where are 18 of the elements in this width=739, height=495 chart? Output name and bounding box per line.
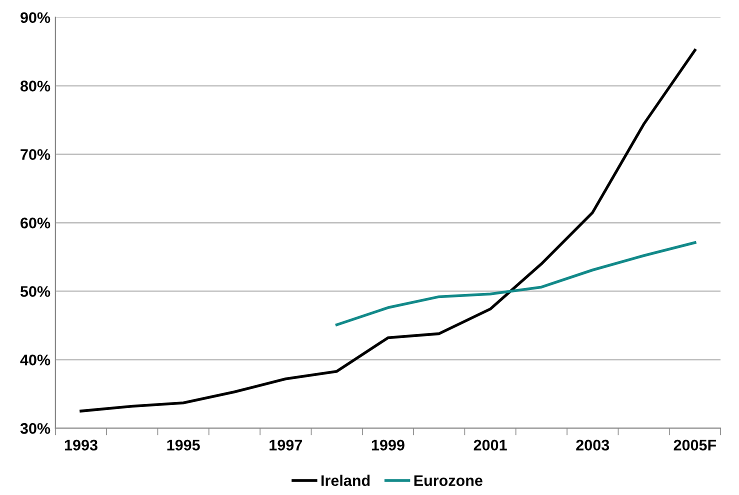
y-tick-label: 80%: [20, 80, 50, 92]
x-tick-label: 1999: [372, 440, 404, 451]
x-tick-label: 1997: [270, 440, 302, 451]
line-series: [335, 241, 696, 326]
x-tick-label: 1993: [64, 440, 98, 451]
y-tick-label: 90%: [20, 12, 50, 24]
x-tick-label: 2001: [474, 440, 507, 451]
legend-label: Ireland: [322, 474, 370, 486]
x-tick-label: 2003: [576, 440, 610, 451]
y-tick-label: 30%: [20, 423, 50, 434]
line-series: [80, 48, 696, 412]
y-tick-label: 70%: [20, 149, 50, 160]
y-tick-label: 40%: [20, 354, 50, 366]
x-tick-label: 2005F: [674, 440, 716, 451]
y-tick-label: 60%: [20, 218, 50, 228]
x-tick-label: 1995: [167, 440, 200, 451]
legend-label: Eurozone: [414, 475, 482, 486]
y-tick-label: 50%: [20, 286, 50, 297]
